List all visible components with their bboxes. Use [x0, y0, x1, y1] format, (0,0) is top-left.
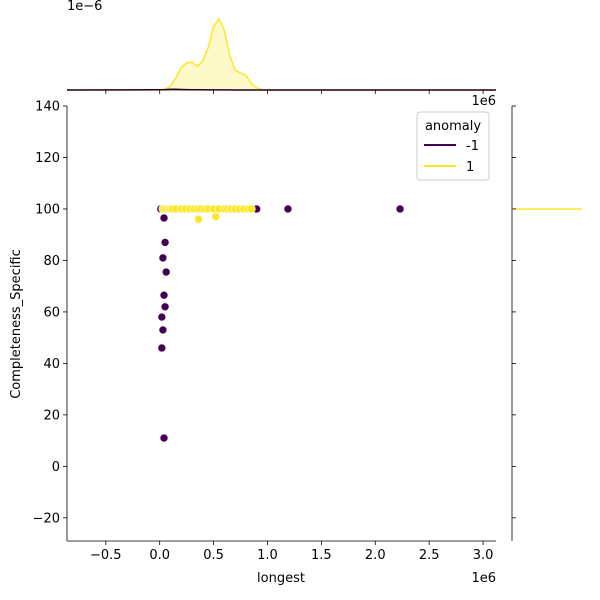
x-axis-offset-label: 1e6: [471, 571, 496, 586]
right-marginal-offset-label: 1e6: [471, 94, 496, 109]
y-tick-label: 60: [43, 305, 60, 320]
top-kde-line-series-1: [67, 17, 496, 91]
scatter-point-series-1: [247, 204, 256, 214]
scatter-point-series-neg1: [160, 238, 170, 247]
scatter-point-series-neg1: [157, 312, 167, 322]
scatter-point-series-neg1: [395, 204, 405, 214]
y-tick-label: 120: [35, 151, 60, 166]
x-tick-label: −0.5: [90, 548, 122, 563]
main-scatter-axes: −0.5 0.0 0.5 1.0 1.5 2.0 2.5 3.0 −20 0 20 40 60 80 10…: [9, 90, 516, 586]
x-tick-label: 1.0: [257, 548, 278, 563]
x-tick-label: 2.5: [419, 548, 440, 563]
scatter-point-series-1: [211, 212, 221, 221]
scatter-point-series-neg1: [159, 290, 169, 300]
top-kde-fill-series-1: [67, 18, 496, 91]
y-ticks: −20 0 20 40 60 80 100 120 140: [33, 90, 516, 526]
legend-label-neg1: -1: [466, 139, 479, 154]
x-tick-label: 1.5: [311, 548, 332, 563]
scatter-points: [156, 204, 405, 443]
x-tick-label: 2.0: [365, 548, 386, 563]
x-axis-label: longest: [257, 571, 305, 586]
y-tick-label: 100: [35, 202, 60, 217]
legend-title: anomaly: [425, 119, 481, 134]
y-tick-label: 80: [43, 254, 60, 269]
legend-label-1: 1: [466, 160, 474, 175]
y-axis-label: Completeness_Specific: [9, 249, 24, 399]
right-marginal-kde: 1e6: [471, 94, 582, 541]
x-tick-label: 0.5: [203, 548, 224, 563]
y-tick-label: 140: [35, 100, 60, 115]
scatter-point-series-neg1: [283, 204, 293, 214]
scatter-point-series-neg1: [161, 267, 171, 277]
y-tick-label: −20: [33, 511, 60, 526]
scatter-point-series-neg1: [158, 253, 168, 263]
x-tick-label: 3.0: [473, 548, 494, 563]
y-tick-label: 0: [52, 460, 60, 475]
scatter-point-series-neg1: [158, 325, 168, 335]
legend: anomaly -1 1: [416, 111, 490, 181]
scatter-point-series-neg1: [160, 302, 170, 312]
scatter-point-series-1: [194, 214, 203, 224]
top-marginal-kde: 1e−6: [66, 0, 496, 91]
scatter-point-series-neg1: [159, 213, 169, 223]
scatter-point-series-neg1: [159, 433, 169, 443]
y-tick-label: 40: [43, 357, 60, 372]
x-tick-label: 0.0: [149, 548, 170, 563]
x-ticks: −0.5 0.0 0.5 1.0 1.5 2.0 2.5 3.0: [90, 541, 493, 563]
y-tick-label: 20: [43, 408, 60, 423]
top-marginal-offset-label: 1e−6: [67, 0, 102, 14]
scatter-point-series-neg1: [157, 343, 167, 353]
